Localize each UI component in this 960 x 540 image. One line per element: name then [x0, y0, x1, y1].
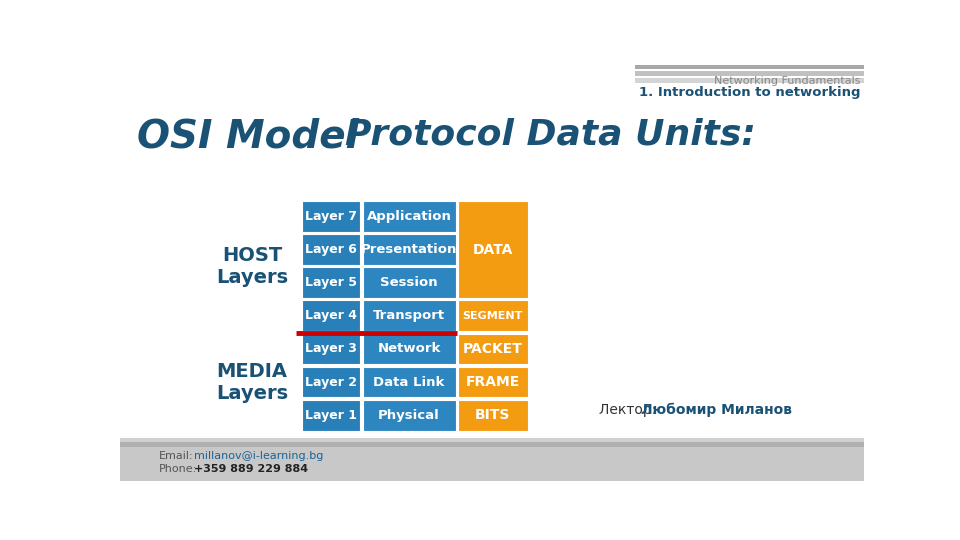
Text: SEGMENT: SEGMENT: [463, 311, 523, 321]
Text: Layer 1: Layer 1: [305, 409, 357, 422]
FancyBboxPatch shape: [302, 267, 360, 298]
Text: Application: Application: [367, 210, 451, 223]
Text: Transport: Transport: [373, 309, 445, 322]
Text: Data Link: Data Link: [373, 375, 444, 389]
Text: Session: Session: [380, 276, 438, 289]
FancyBboxPatch shape: [302, 400, 360, 430]
FancyBboxPatch shape: [458, 367, 528, 397]
Text: millanov@i-learning.bg: millanov@i-learning.bg: [194, 451, 323, 461]
FancyBboxPatch shape: [363, 201, 456, 232]
Text: Любомир Миланов: Любомир Миланов: [641, 403, 792, 417]
FancyBboxPatch shape: [458, 201, 528, 298]
Text: Layer 3: Layer 3: [305, 342, 357, 355]
Text: Network: Network: [377, 342, 441, 355]
FancyBboxPatch shape: [302, 334, 360, 364]
Text: Presentation: Presentation: [361, 243, 457, 256]
Text: MEDIA
Layers: MEDIA Layers: [216, 362, 288, 402]
FancyBboxPatch shape: [363, 234, 456, 265]
FancyBboxPatch shape: [363, 400, 456, 430]
FancyBboxPatch shape: [636, 78, 864, 83]
Text: Layer 4: Layer 4: [305, 309, 357, 322]
Text: Protocol Data Units:: Protocol Data Units:: [345, 117, 756, 151]
Text: Layer 7: Layer 7: [305, 210, 357, 223]
FancyBboxPatch shape: [636, 63, 864, 70]
FancyBboxPatch shape: [120, 438, 864, 442]
Text: BITS: BITS: [475, 408, 511, 422]
Text: Layer 6: Layer 6: [305, 243, 357, 256]
Text: FRAME: FRAME: [466, 375, 520, 389]
Text: Physical: Physical: [378, 409, 440, 422]
Text: Layer 5: Layer 5: [305, 276, 357, 289]
Text: HOST
Layers: HOST Layers: [216, 246, 288, 287]
FancyBboxPatch shape: [363, 367, 456, 397]
Text: +359 889 229 884: +359 889 229 884: [194, 464, 308, 474]
Text: Networking Fundamentals: Networking Fundamentals: [713, 76, 860, 86]
FancyBboxPatch shape: [302, 300, 360, 331]
FancyBboxPatch shape: [302, 201, 360, 232]
Text: OSI Model: OSI Model: [137, 117, 359, 155]
FancyBboxPatch shape: [302, 367, 360, 397]
FancyBboxPatch shape: [363, 334, 456, 364]
Text: Phone:: Phone:: [158, 464, 197, 474]
Text: 1. Introduction to networking: 1. Introduction to networking: [638, 86, 860, 99]
Text: Email:: Email:: [158, 451, 193, 461]
FancyBboxPatch shape: [363, 300, 456, 331]
FancyBboxPatch shape: [636, 71, 864, 76]
FancyBboxPatch shape: [458, 400, 528, 430]
FancyBboxPatch shape: [120, 447, 864, 481]
Text: PACKET: PACKET: [463, 342, 522, 356]
FancyBboxPatch shape: [363, 267, 456, 298]
Text: Layer 2: Layer 2: [305, 375, 357, 389]
FancyBboxPatch shape: [302, 234, 360, 265]
FancyBboxPatch shape: [458, 334, 528, 364]
Text: DATA: DATA: [472, 242, 513, 256]
FancyBboxPatch shape: [120, 442, 864, 447]
FancyBboxPatch shape: [458, 300, 528, 331]
Text: Лектор:: Лектор:: [599, 403, 660, 417]
